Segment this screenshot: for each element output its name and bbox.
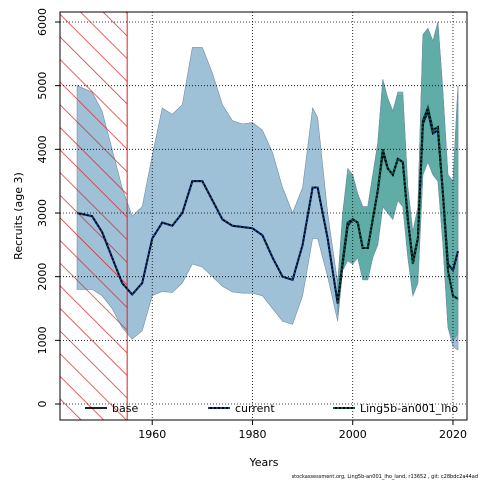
footnote: stockassessment.org, Ling5b-an001_lho_la… [292,474,478,480]
legend-label: current [235,402,275,415]
x-tick-label: 1960 [138,428,166,441]
legend-label: Ling5b-an001_lho [360,402,458,415]
y-tick-label: 2000 [36,263,49,291]
plot-frame [59,11,468,421]
y-tick-label: 5000 [36,72,49,100]
x-tick-label: 2020 [439,428,467,441]
y-tick-label: 1000 [36,326,49,354]
hatched-region [59,11,128,421]
y-tick-label: 4000 [36,135,49,163]
legend-label: base [112,402,138,415]
x-tick-label: 2000 [339,428,367,441]
y-tick-label: 0 [36,401,49,408]
x-tick-label: 1980 [238,428,266,441]
y-axis-label: Recruits (age 3) [12,172,25,260]
confidence-band [337,21,459,341]
y-tick-label: 6000 [36,8,49,36]
x-axis-label: Years [248,456,278,469]
y-tick-label: 3000 [36,199,49,227]
line [336,104,459,303]
